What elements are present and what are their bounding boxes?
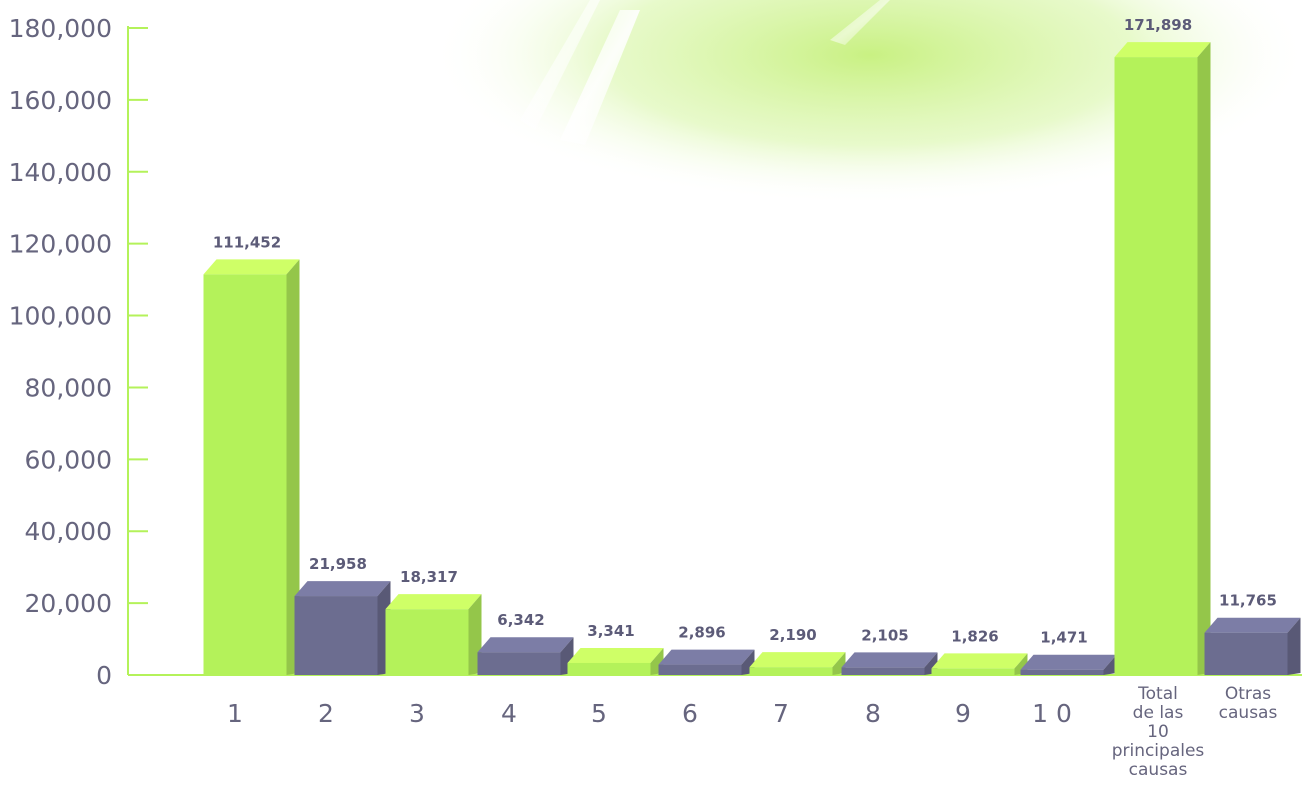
y-tick-label: 0 (96, 661, 112, 690)
x-tick-label: 9 (955, 699, 971, 728)
data-label: 1,471 (1040, 629, 1087, 647)
y-tick-label: 160,000 (9, 86, 112, 115)
y-tick-label: 20,000 (25, 589, 112, 618)
bar-top (841, 652, 938, 668)
bar-front (385, 609, 469, 675)
bar-front (1204, 632, 1288, 675)
x-tick-label-line: causas (1219, 703, 1278, 723)
y-tick-label: 120,000 (9, 230, 112, 259)
bar-top (658, 649, 755, 665)
bar (567, 647, 664, 675)
bar-side (1287, 617, 1301, 675)
bar (203, 259, 300, 675)
bar-side (1103, 654, 1117, 675)
x-tick-label: 4 (501, 699, 517, 728)
bar-top (931, 653, 1028, 669)
bars (203, 42, 1301, 675)
data-label: 2,190 (769, 626, 816, 644)
y-tick-label: 80,000 (25, 373, 112, 402)
bar (931, 653, 1028, 675)
x-tick-label: Total de las 10 principales causas (1112, 684, 1205, 780)
bar-front (1020, 669, 1104, 675)
data-label: 11,765 (1219, 592, 1277, 610)
data-label: 3,341 (587, 622, 634, 640)
bar-top (477, 637, 574, 653)
data-label: 18,317 (400, 568, 458, 586)
bar (841, 652, 938, 675)
x-tick-label: 3 (409, 699, 425, 728)
x-tick-label-line: causas (1129, 760, 1188, 780)
x-tick-label: 1 0 (1032, 699, 1072, 728)
bar (749, 652, 846, 675)
data-label: 6,342 (497, 611, 544, 629)
bar-top (749, 652, 846, 668)
bar-top (385, 594, 482, 610)
y-tick-label: 40,000 (25, 517, 112, 546)
bar-front (931, 668, 1015, 675)
bar-top (203, 259, 300, 275)
labels: 111,452 21,958 18,317 6,342 3,341 2,896 2,190 2… (213, 16, 1278, 780)
bar (385, 594, 482, 675)
bar (1204, 617, 1301, 675)
data-label: 2,105 (861, 626, 908, 644)
x-tick-label: 7 (773, 699, 789, 728)
bar (658, 649, 755, 675)
data-label: 111,452 (213, 233, 281, 251)
x-tick-label-line: Total (1137, 684, 1178, 704)
bar-top (567, 647, 664, 663)
x-tick-label-line: 10 (1147, 722, 1169, 742)
x-tick-label: 1 (227, 699, 243, 728)
x-tick-label: 2 (318, 699, 334, 728)
x-tick-label-line: principales (1112, 741, 1205, 761)
bar-top (1114, 42, 1211, 58)
bar (1020, 654, 1117, 675)
bar-front (294, 596, 378, 675)
bar-front (841, 667, 925, 675)
background-decoration (430, 0, 1302, 205)
bar-front (658, 664, 742, 675)
bar (1114, 42, 1211, 675)
x-tick-label: 8 (865, 699, 881, 728)
x-tick-label-line: de las (1133, 703, 1184, 723)
data-label: 1,826 (951, 627, 998, 645)
bar-side (286, 259, 300, 675)
bar-side (1197, 42, 1211, 675)
x-tick-label: Otras causas (1219, 684, 1278, 723)
bar-top (1020, 654, 1117, 670)
data-label: 2,896 (678, 624, 725, 642)
bar-front (567, 662, 651, 675)
y-tick-label: 140,000 (9, 158, 112, 187)
bar (294, 581, 391, 675)
y-tick-label: 100,000 (9, 302, 112, 331)
x-tick-label: 5 (591, 699, 607, 728)
bar-front (203, 274, 287, 675)
bar-front (1114, 57, 1198, 675)
y-tick-label: 180,000 (9, 14, 112, 43)
axes: 0 20,000 40,000 60,000 80,000 100,000 120,000 1… (9, 14, 1302, 690)
bar-front (477, 652, 561, 675)
bar-top (1204, 617, 1301, 633)
data-label: 21,958 (309, 555, 367, 573)
bar-top (294, 581, 391, 597)
x-tick-label-line: Otras (1225, 684, 1271, 704)
bar-front (749, 667, 833, 675)
data-label: 171,898 (1124, 16, 1192, 34)
bar (477, 637, 574, 675)
x-tick-label: 6 (682, 699, 698, 728)
y-tick-label: 60,000 (25, 445, 112, 474)
